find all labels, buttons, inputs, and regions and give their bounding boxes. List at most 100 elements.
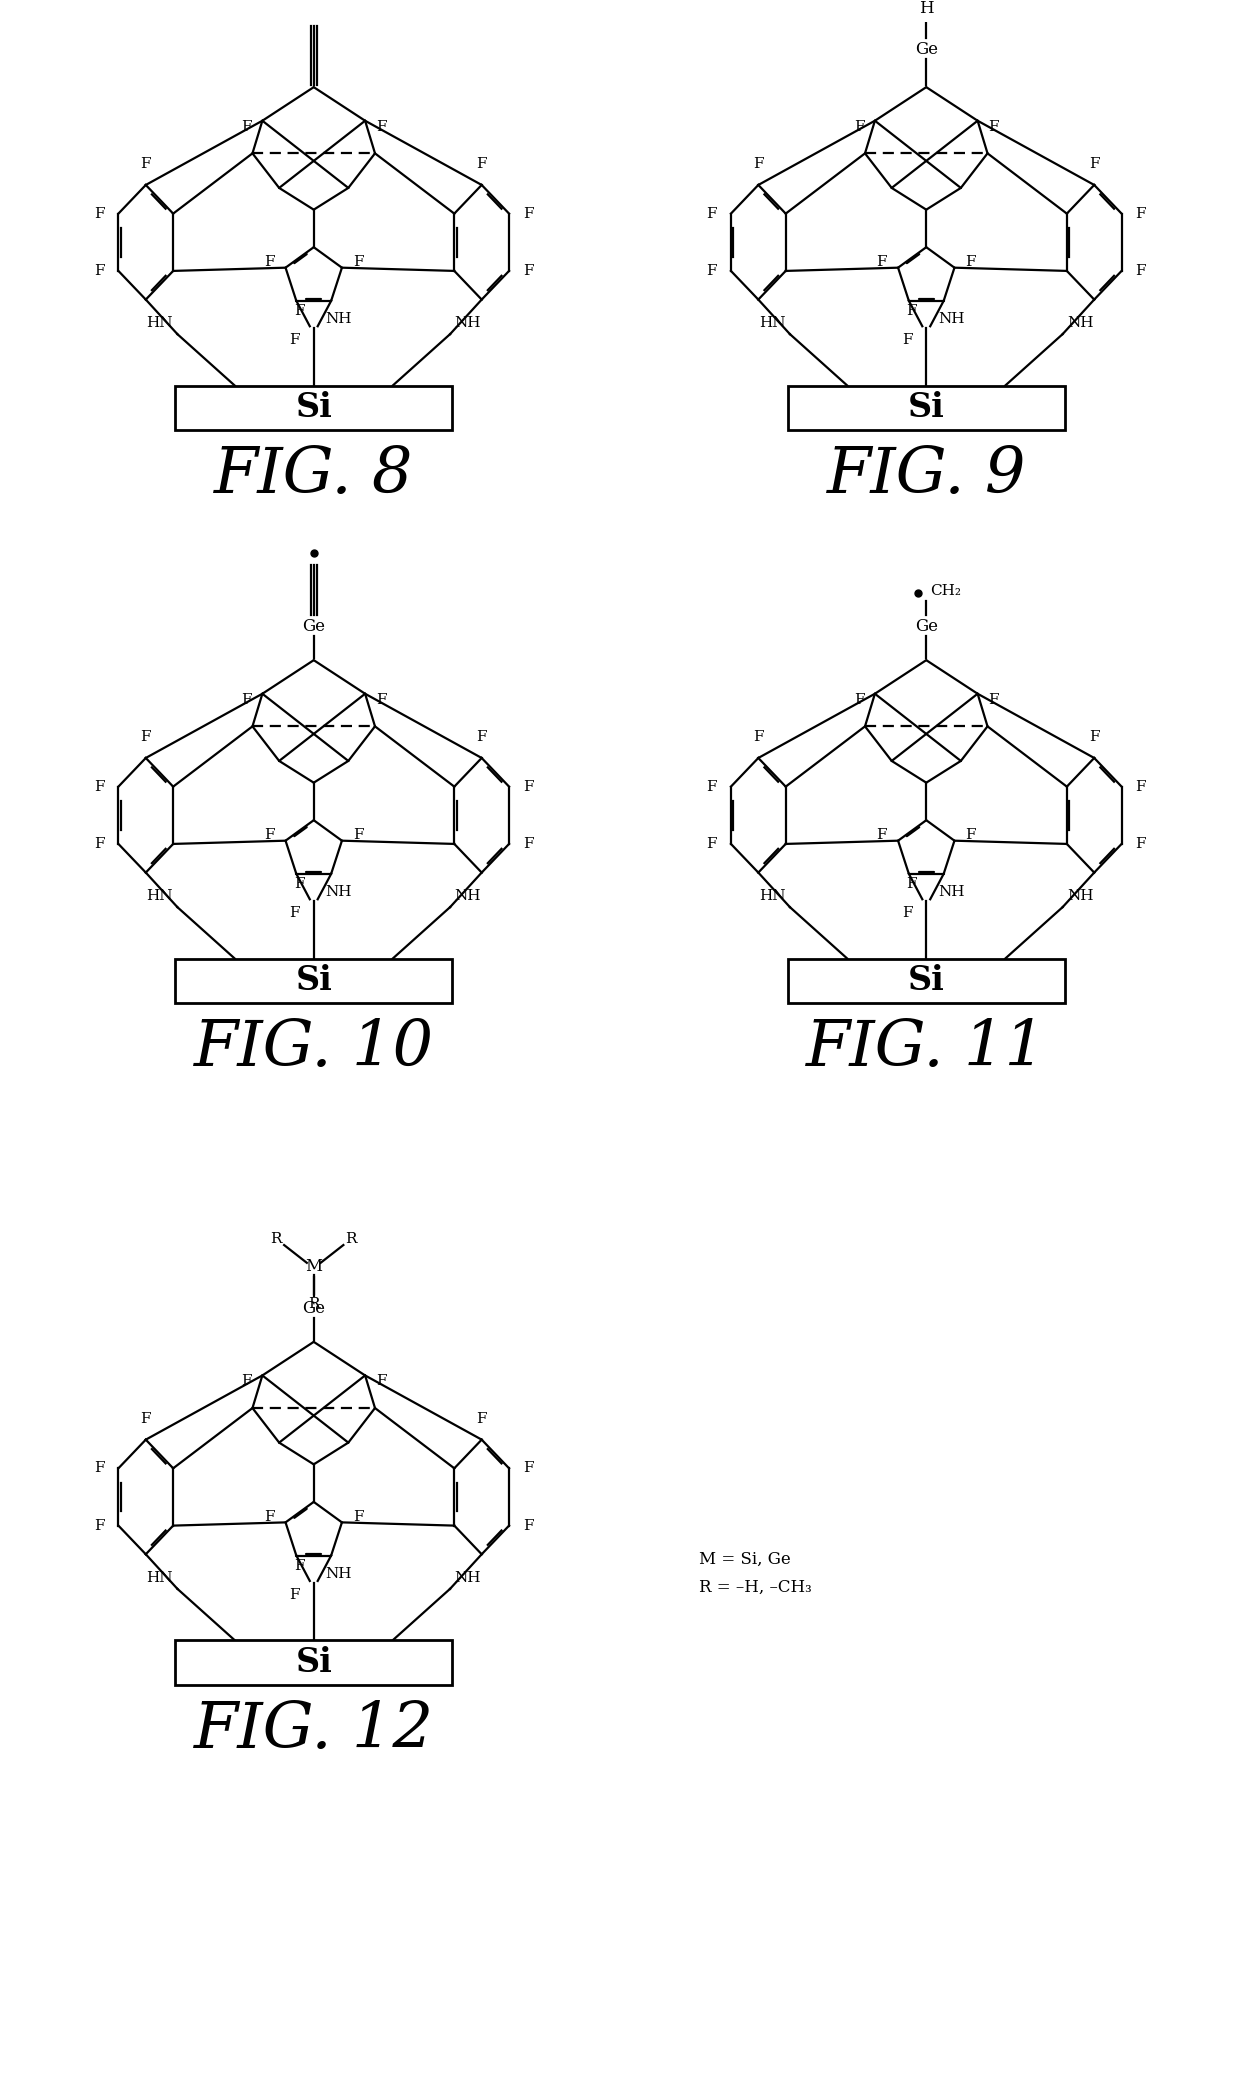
Text: F: F: [854, 693, 864, 707]
Text: F: F: [242, 693, 252, 707]
Text: Si: Si: [908, 965, 945, 996]
Text: F: F: [94, 207, 104, 220]
Text: F: F: [289, 333, 300, 347]
Text: F: F: [988, 693, 998, 707]
Text: F: F: [877, 255, 887, 270]
Text: F: F: [376, 693, 386, 707]
Bar: [175, 959, 453, 1003]
Text: F: F: [242, 119, 252, 134]
Text: F: F: [242, 1375, 252, 1388]
Text: F: F: [476, 1413, 487, 1425]
Bar: [175, 1641, 453, 1685]
Text: M: M: [305, 1258, 322, 1275]
Text: FIG. 9: FIG. 9: [827, 446, 1025, 507]
Text: NH: NH: [1068, 316, 1094, 331]
Text: Ge: Ge: [303, 1300, 325, 1316]
Text: F: F: [94, 1520, 104, 1532]
Text: FIG. 8: FIG. 8: [215, 446, 413, 507]
Text: F: F: [294, 1559, 304, 1574]
Text: F: F: [707, 264, 717, 278]
Text: H: H: [919, 0, 934, 17]
Text: F: F: [877, 829, 887, 841]
Text: F: F: [523, 264, 533, 278]
Text: F: F: [353, 255, 363, 270]
Text: F: F: [1136, 264, 1146, 278]
Text: FIG. 10: FIG. 10: [193, 1017, 434, 1080]
Text: F: F: [1136, 779, 1146, 793]
Text: F: F: [707, 207, 717, 220]
Text: HN: HN: [759, 316, 785, 331]
Text: F: F: [1089, 730, 1100, 745]
Bar: [787, 959, 1065, 1003]
Text: Ge: Ge: [303, 617, 325, 634]
Text: F: F: [94, 779, 104, 793]
Text: F: F: [1136, 837, 1146, 852]
Text: F: F: [294, 877, 304, 892]
Text: Si: Si: [908, 391, 945, 425]
Text: F: F: [264, 255, 274, 270]
Text: F: F: [289, 1589, 300, 1601]
Text: NH: NH: [455, 316, 481, 331]
Text: HN: HN: [146, 316, 172, 331]
Text: F: F: [966, 255, 976, 270]
Text: F: F: [854, 119, 864, 134]
Text: F: F: [906, 303, 916, 318]
Text: R: R: [270, 1233, 281, 1245]
Text: F: F: [294, 303, 304, 318]
Text: F: F: [906, 877, 916, 892]
Text: Ge: Ge: [915, 42, 937, 59]
Text: NH: NH: [939, 885, 965, 900]
Text: NH: NH: [1068, 890, 1094, 904]
Text: F: F: [140, 730, 151, 745]
Text: Ge: Ge: [915, 617, 937, 634]
Text: NH: NH: [326, 312, 352, 327]
Text: F: F: [94, 264, 104, 278]
Text: NH: NH: [326, 1568, 352, 1580]
Text: M = Si, Ge
R = –H, –CH₃: M = Si, Ge R = –H, –CH₃: [699, 1551, 812, 1595]
Text: F: F: [523, 837, 533, 852]
Text: F: F: [353, 1509, 363, 1524]
Text: F: F: [966, 829, 976, 841]
Text: NH: NH: [939, 312, 965, 327]
Text: Si: Si: [295, 965, 332, 996]
Text: F: F: [94, 837, 104, 852]
Text: NH: NH: [455, 890, 481, 904]
Text: F: F: [476, 730, 487, 745]
Text: F: F: [140, 157, 151, 172]
Text: Si: Si: [295, 1645, 332, 1679]
Text: F: F: [901, 906, 913, 921]
Text: R: R: [308, 1298, 320, 1312]
Text: F: F: [476, 157, 487, 172]
Text: NH: NH: [455, 1572, 481, 1584]
Text: F: F: [901, 333, 913, 347]
Text: F: F: [523, 779, 533, 793]
Text: F: F: [753, 730, 764, 745]
Text: R: R: [346, 1233, 357, 1245]
Text: Si: Si: [295, 391, 332, 425]
Text: F: F: [523, 1520, 533, 1532]
Bar: [175, 385, 453, 429]
Text: F: F: [376, 119, 386, 134]
Text: CH₂: CH₂: [930, 584, 961, 599]
Text: F: F: [1089, 157, 1100, 172]
Text: F: F: [523, 1461, 533, 1476]
Text: F: F: [94, 1461, 104, 1476]
Bar: [787, 385, 1065, 429]
Text: F: F: [289, 906, 300, 921]
Text: F: F: [523, 207, 533, 220]
Text: F: F: [988, 119, 998, 134]
Text: F: F: [1136, 207, 1146, 220]
Text: HN: HN: [759, 890, 785, 904]
Text: F: F: [140, 1413, 151, 1425]
Text: F: F: [707, 837, 717, 852]
Text: F: F: [376, 1375, 386, 1388]
Text: NH: NH: [326, 885, 352, 900]
Text: FIG. 12: FIG. 12: [193, 1700, 434, 1760]
Text: HN: HN: [146, 1572, 172, 1584]
Text: F: F: [707, 779, 717, 793]
Text: F: F: [753, 157, 764, 172]
Text: FIG. 11: FIG. 11: [806, 1017, 1047, 1080]
Text: F: F: [353, 829, 363, 841]
Text: F: F: [264, 1509, 274, 1524]
Text: F: F: [264, 829, 274, 841]
